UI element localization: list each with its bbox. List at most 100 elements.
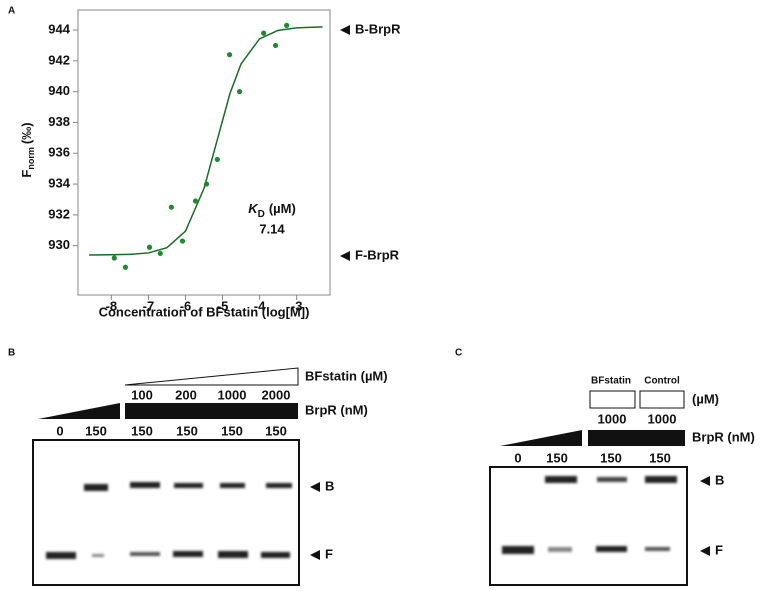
y-label-sub: norm (26, 147, 36, 170)
panel-label: A (8, 6, 15, 17)
lane-label: 0 (514, 450, 521, 465)
lane-label: 150 (176, 423, 198, 438)
arrow (310, 482, 320, 492)
y-tick-label: 942 (48, 52, 70, 67)
lane-label: 150 (131, 423, 153, 438)
dose: 1000 (218, 387, 247, 402)
y-tick-label: 932 (48, 206, 70, 221)
data-point (214, 156, 220, 163)
y-label-main: F (19, 170, 34, 178)
kd-k: K (248, 201, 259, 216)
treatment-box (639, 390, 685, 409)
fit-curve (89, 26, 323, 256)
data-point (192, 198, 199, 204)
kd-sub: D (258, 209, 265, 220)
unit-label: (µM) (692, 391, 719, 406)
band (46, 552, 76, 559)
gel-bands (46, 482, 292, 559)
dose: 1000 (598, 411, 627, 426)
treatment-box (589, 390, 636, 409)
band (220, 483, 245, 488)
gel (32, 439, 300, 586)
y-tick-label: 936 (48, 145, 70, 160)
band (545, 476, 577, 483)
annotation: B-BrpR (355, 21, 401, 36)
lane-label: 0 (56, 423, 63, 438)
y-tick-label: 938 (48, 114, 70, 129)
gel-bands (502, 476, 677, 554)
y-axis-label: Fnorm (‰) (19, 122, 36, 177)
protein-label: BrpR (nM) (692, 429, 755, 444)
band-label: B (325, 478, 334, 493)
data-point (226, 52, 233, 58)
y-tick-label: 944 (48, 21, 70, 36)
kd-unit: (µM) (269, 201, 296, 216)
data-point (111, 255, 117, 261)
y-tick-label: 940 (48, 83, 70, 98)
band (502, 546, 534, 554)
x-tick-label: -4 (254, 298, 266, 313)
data-point (157, 250, 163, 257)
data-point (179, 238, 186, 244)
lane-label: 150 (265, 423, 287, 438)
data-point (122, 264, 129, 270)
lane-label: 150 (600, 450, 622, 465)
band (266, 483, 292, 488)
band (174, 483, 203, 488)
data-point (236, 89, 243, 95)
protein-label: BrpR (nM) (305, 402, 368, 417)
lane-label: 150 (546, 450, 568, 465)
kd-label: KD (µM) (248, 201, 296, 219)
compound-label: BFstatin (µM) (305, 368, 388, 383)
y-tick-label: 934 (48, 176, 70, 191)
data-point (272, 42, 279, 49)
y-label-unit: (‰) (19, 122, 34, 144)
band (218, 551, 248, 558)
protein-bar (588, 430, 685, 446)
y-tick-label: 930 (48, 237, 70, 252)
x-tick-label: -3 (291, 298, 303, 313)
band-label: F (715, 542, 723, 557)
dose: 2000 (262, 387, 291, 402)
panel-label: C (455, 348, 462, 359)
band (261, 552, 290, 558)
band (92, 554, 104, 557)
protein-wedge (38, 403, 120, 419)
band (548, 547, 572, 552)
lane-label: 150 (85, 423, 107, 438)
gel (489, 466, 688, 586)
band (84, 484, 108, 491)
band (130, 552, 160, 556)
dose-wedge (124, 367, 299, 386)
data-point (261, 30, 267, 36)
x-tick-label: -8 (106, 298, 118, 313)
band-label: F (325, 546, 333, 561)
arrow (340, 25, 350, 35)
band (130, 482, 160, 488)
protein-bar (125, 403, 298, 419)
data-point (203, 181, 210, 187)
band-label: B (715, 472, 724, 487)
treatment: BFstatin (591, 376, 631, 387)
arrow (700, 546, 710, 556)
band (645, 547, 670, 551)
treatment: Control (644, 376, 680, 387)
annotation: F-BrpR (355, 247, 400, 262)
x-tick-label: -7 (143, 298, 155, 313)
arrow (310, 550, 320, 560)
lane-label: 150 (649, 450, 671, 465)
band (596, 546, 627, 552)
data-point (168, 204, 174, 210)
data-point (146, 244, 153, 250)
arrow (700, 476, 710, 486)
arrow (340, 251, 350, 261)
lane-label: 150 (221, 423, 243, 438)
dose: 200 (175, 387, 197, 402)
kd-value: 7.14 (259, 221, 285, 236)
panel-label: B (8, 348, 15, 359)
x-axis-label: Concentration of BFstatin (log[M]) (99, 304, 310, 319)
protein-wedge (500, 430, 582, 446)
band (645, 476, 677, 483)
dose: 100 (131, 387, 153, 402)
